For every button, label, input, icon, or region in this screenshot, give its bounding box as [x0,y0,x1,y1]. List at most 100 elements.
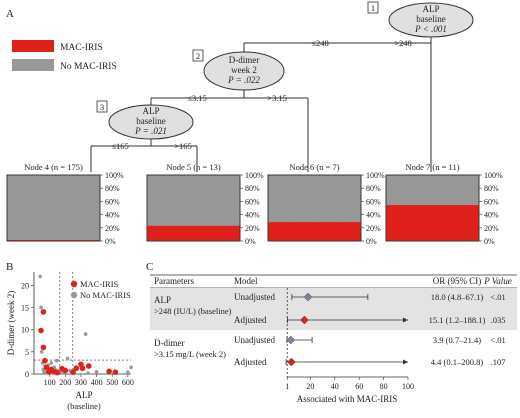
bar-ytick-label: 80% [245,184,260,193]
scatter-ytick-label: 10 [21,326,29,335]
tree-node-1: 1 ALP baseline P < .001 [367,1,474,38]
bar-ytick-label: 100% [245,171,264,180]
edge-label-n3-left: ≤165 [111,141,128,151]
bar-mac-iris [7,240,100,241]
forest-group-alp: ALP [154,295,171,305]
forest-xtick-label: 20 [306,382,314,391]
bar-ytick-label: 20% [484,224,499,233]
tree-node-2: 2 D-dimer week 2 P = .022 [192,49,285,91]
forest-header-parameters: Parameters [154,276,194,286]
bar-ytick-label: 40% [105,211,120,220]
forest-xtick-label: 80 [380,382,388,391]
bar-ytick-label: 60% [484,197,499,206]
node-2-time: week 2 [231,65,257,75]
scatter-xlabel-sub: (baseline) [67,401,101,411]
bar-ytick-label: 40% [245,211,260,220]
scatter-point-mac-iris [43,364,50,371]
node-3-number-box [96,100,108,113]
node-3-p: P = .021 [134,126,167,136]
forest-ci-arrow [403,317,408,323]
scatter-point-no-mac-iris [86,371,90,375]
scatter-point-mac-iris [62,367,69,374]
bar-mac-iris [386,205,479,241]
node-3-number: 3 [100,102,104,112]
scatter-xtick-label: 200 [59,378,71,387]
scatter-point-mac-iris [106,368,112,375]
scatter-point-no-mac-iris [129,365,133,370]
forest-row-model: Adjusted [234,315,267,325]
bar-ytick-label: 80% [484,184,499,193]
bar-mac-iris [147,225,240,241]
scatter-point-mac-iris [70,369,76,376]
forest-row-or: 4.4 (0.1–200.8) [431,357,484,367]
bar-ytick-label: 0% [105,237,116,246]
forest-group-alp-detail: >248 (IU/L) (baseline) [154,306,232,316]
scatter-point-mac-iris [38,327,44,334]
forest-estimate-marker [286,335,296,345]
bar-frame [385,174,480,242]
scatter-ylabel: D-dimer (week 2) [6,291,16,355]
forest-header-model: Model [234,276,258,286]
forest-row-or: 18.0 (4.8–67.1) [431,292,484,302]
bar-ytick-label: 40% [484,211,499,220]
scatter-ytick-label: 20 [21,281,29,290]
scatter-ytick-label: 0 [25,370,29,379]
forest-plot: Parameters Model OR (95% CI) P Value ALP>248… [150,274,517,404]
panel-label-c: C [146,261,153,273]
bar-ytick-label: 0% [366,237,377,246]
node-bar-title: Node 4 (n = 175) [24,162,83,172]
forest-row-p: .035 [491,315,506,325]
bar-ytick-label: 20% [105,224,120,233]
bar-no-mac-iris [6,174,101,242]
scatter-point-mac-iris [54,369,61,376]
scatter-xtick-label: 500 [106,378,118,387]
bar-frame [6,174,101,242]
node-1-number: 1 [371,3,375,13]
bar-frame [146,174,241,242]
forest-row-or: 15.1 (1.2–188.1) [429,315,486,325]
forest-group-ddimer-detail: >3.15 mg/L (week 2) [154,349,226,359]
scatter-xtick-label: 100 [44,378,56,387]
forest-ci-arrow [403,359,408,365]
bar-ytick-label: 0% [245,237,256,246]
node-1-var: ALP [422,4,439,14]
forest-row-p: .107 [491,357,506,367]
bar-ytick-label: 40% [366,211,381,220]
scatter-xtick-label: 600 [122,378,134,387]
edge-label-n1-left: ≤248 [311,38,328,48]
legend-label-no-mac-iris: No MAC-IRIS [60,62,117,72]
node-2-var: D-dimer [229,55,260,65]
bar-ytick-label: 20% [245,224,260,233]
scatter-point-mac-iris [73,365,80,372]
scatter-point-mac-iris [40,344,47,351]
bar-ytick-label: 100% [484,171,503,180]
bar-ytick-label: 100% [366,171,385,180]
forest-header-or: OR (95% CI) [433,276,482,286]
scatter-xtick-label: 400 [91,378,103,387]
bar-mac-iris [268,222,361,241]
scatter-legend-no-mac-iris: No MAC-IRIS [80,290,131,300]
forest-xtick-label: 60 [355,382,363,391]
scatter-legend-mac-iris-dot [70,280,78,288]
legend-label-mac-iris: MAC-IRIS [60,43,103,53]
scatter-point-no-mac-iris [94,369,99,374]
scatter-legend-mac-iris: MAC-IRIS [80,279,119,289]
node-bar-title: Node 6 (n = 7) [289,162,339,172]
edge-label-n2-left: ≤3.15 [187,93,207,103]
forest-row-model: Unadjusted [234,292,275,302]
bar-frame [267,174,362,242]
bar-ytick-label: 60% [366,197,381,206]
scatter-point-no-mac-iris [65,356,70,361]
scatter-point-no-mac-iris [83,332,88,336]
edge-label-n3-right: >165 [174,141,192,151]
node-3-var: ALP [142,106,159,116]
scatter-point-no-mac-iris [49,361,54,365]
forest-xtick-label: 1 [285,382,289,391]
forest-xtick-label: 100 [402,382,414,391]
scatter-legend-no-mac-iris-dot [70,291,78,299]
bar-ytick-label: 80% [105,184,120,193]
legend: MAC-IRIS No MAC-IRIS [12,40,117,72]
forest-row-or: 3.9 (0.7–21.4) [433,335,481,345]
node-1-p: P < .001 [414,24,447,34]
